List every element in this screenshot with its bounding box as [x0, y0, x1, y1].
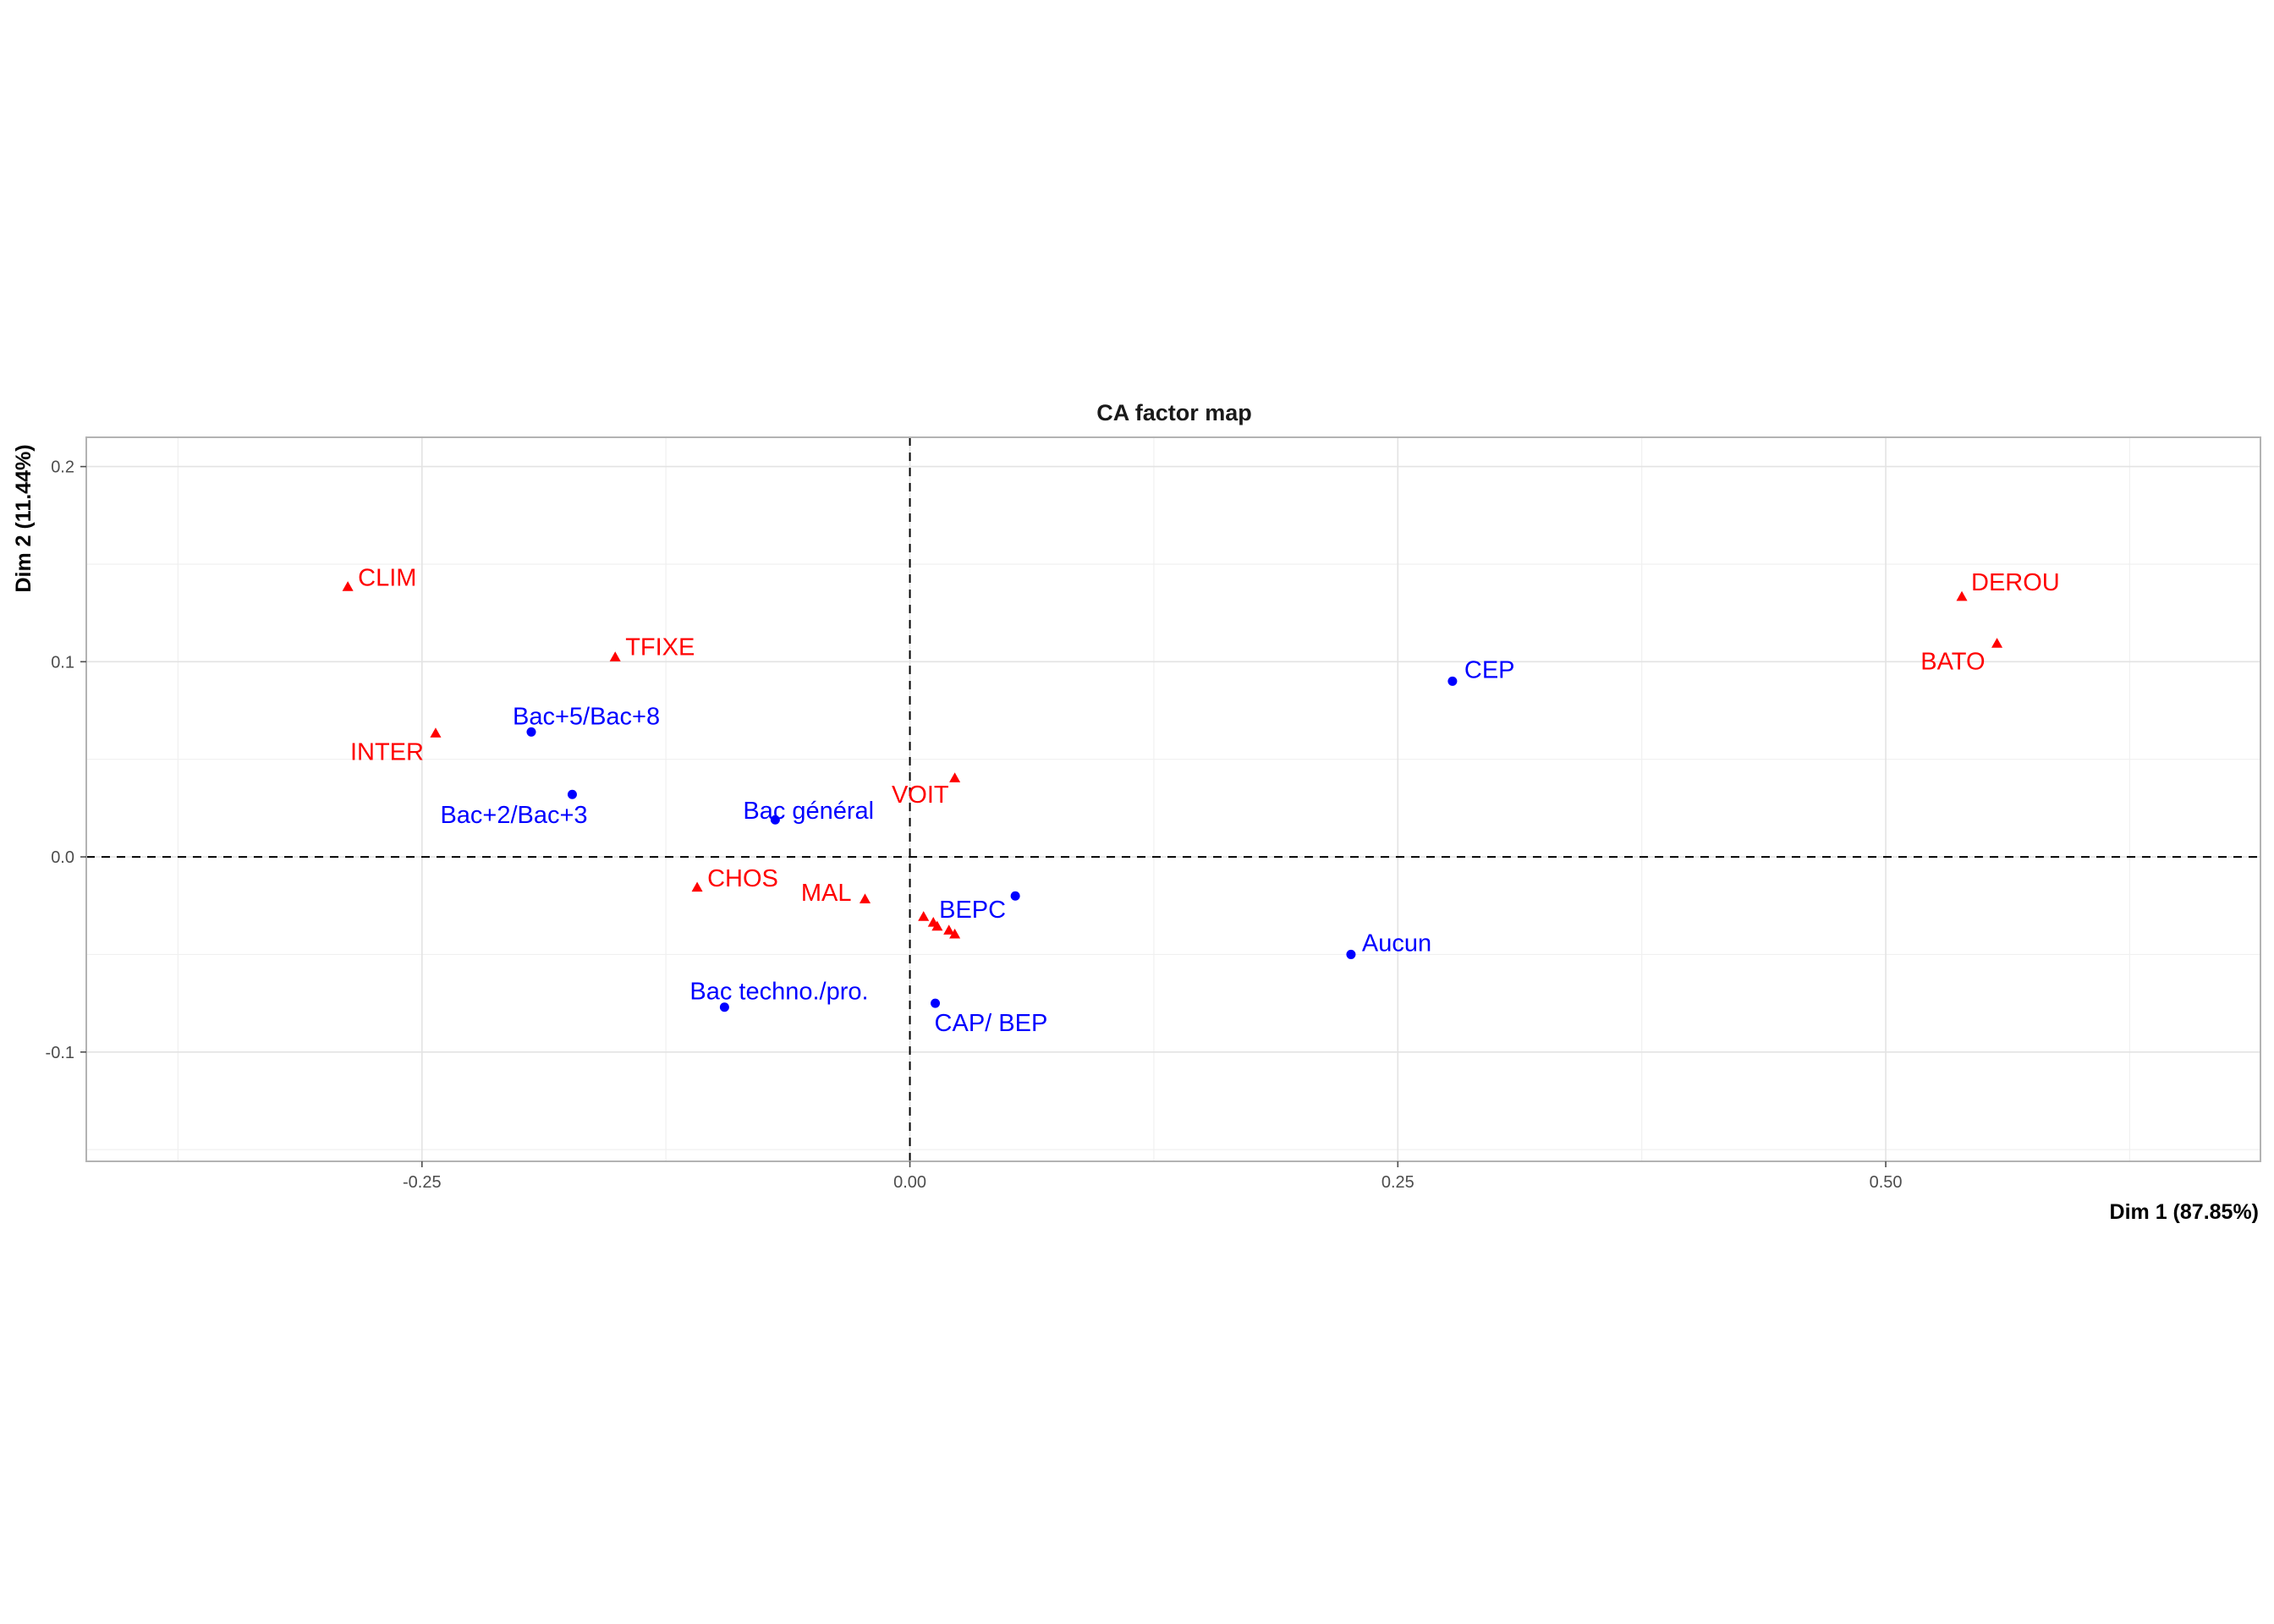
point-circle — [931, 998, 941, 1008]
point-circle — [1010, 891, 1020, 901]
y-tick-label: 0.0 — [51, 848, 74, 867]
data-label: Bac techno./pro. — [689, 979, 868, 1006]
point-circle — [1447, 676, 1458, 686]
point-circle — [1346, 949, 1356, 959]
point-circle — [770, 815, 780, 825]
point-triangle — [949, 928, 961, 939]
data-label: Bac+5/Bac+8 — [513, 703, 660, 730]
point-triangle — [949, 772, 961, 782]
point-triangle — [918, 911, 930, 921]
data-label: Bac+2/Bac+3 — [440, 802, 587, 829]
point-circle — [526, 727, 536, 737]
x-tick-label: 0.50 — [1870, 1173, 1903, 1192]
x-tick-label: 0.25 — [1381, 1173, 1414, 1192]
data-label: INTER — [350, 739, 424, 766]
data-label: DEROU — [1971, 569, 2060, 596]
grid-major — [86, 437, 2260, 1161]
x-tick-label: 0.00 — [893, 1173, 926, 1192]
point-triangle — [931, 920, 943, 931]
y-tick-label: 0.1 — [51, 653, 74, 672]
data-label: BATO — [1920, 649, 1985, 676]
data-label: CAP/ BEP — [935, 1010, 1048, 1037]
point-circle — [719, 1002, 729, 1012]
data-label: CHOS — [707, 865, 778, 892]
x-tick-label: -0.25 — [403, 1173, 442, 1192]
plot-panel-border — [85, 436, 2261, 1162]
data-label: Bac général — [743, 798, 874, 825]
point-circle — [567, 789, 577, 799]
y-axis-title: Dim 2 (11.44%) — [12, 444, 36, 592]
data-label: TFIXE — [625, 634, 695, 661]
data-label: CLIM — [358, 565, 416, 592]
point-triangle — [859, 893, 871, 903]
point-triangle — [1956, 590, 1968, 601]
data-label: CEP — [1464, 656, 1515, 683]
chart-title: CA factor map — [1096, 400, 1252, 425]
data-label: Aucun — [1362, 930, 1431, 957]
point-triangle — [1991, 638, 2003, 648]
point-labels: CEP Bac+5/Bac+8 Bac+2/Bac+3 Bac général BEPC… — [350, 565, 2060, 1037]
data-points — [342, 581, 2003, 1012]
y-tick-label: 0.2 — [51, 458, 74, 477]
data-label: BEPC — [939, 897, 1006, 924]
point-triangle — [430, 727, 442, 738]
y-tick-label: -0.1 — [46, 1044, 74, 1062]
point-triangle — [342, 581, 354, 591]
point-triangle — [609, 651, 621, 661]
axis-ticks: -0.25 0.00 0.25 0.50 -0.1 0.0 0.1 0.2 — [46, 458, 1903, 1192]
data-label: MAL — [801, 880, 852, 907]
point-triangle — [691, 881, 703, 892]
grid-minor — [86, 437, 2260, 1161]
data-label: VOIT — [892, 782, 949, 809]
reference-lines — [86, 437, 2260, 1161]
point-triangle — [943, 924, 955, 935]
x-axis-title: Dim 1 (87.85%) — [2110, 1200, 2259, 1224]
